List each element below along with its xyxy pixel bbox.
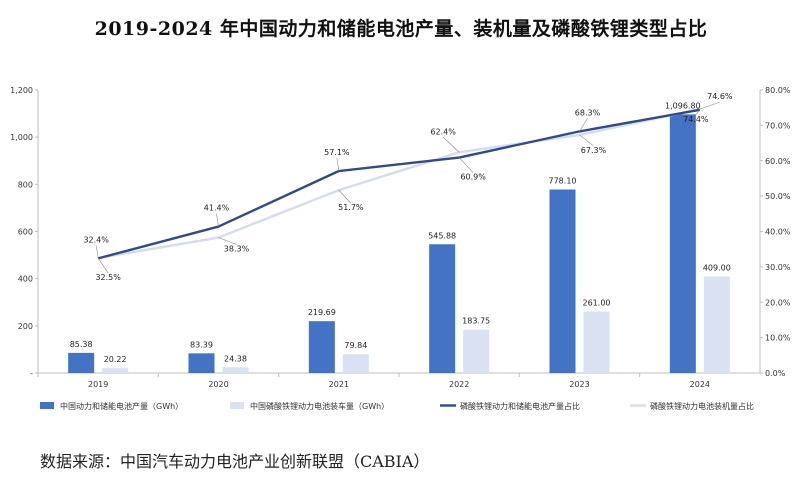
bar-value-label: 24.38 bbox=[224, 354, 247, 363]
bar-value-label: 83.39 bbox=[190, 340, 213, 349]
bar-value-label: 261.00 bbox=[583, 298, 611, 307]
bars bbox=[68, 114, 730, 373]
y-tick-label: 1,200 bbox=[10, 86, 33, 95]
axes: - 200 400 600 800 1,000 1,200 0.0% 10.0% 20.0% 30.… bbox=[10, 86, 791, 389]
line1-value-label: 60.9% bbox=[460, 173, 486, 182]
line2-value-label: 32.5% bbox=[95, 273, 121, 282]
leader-line bbox=[216, 213, 219, 227]
line-series-4 bbox=[97, 107, 701, 260]
line2-value-label: 51.7% bbox=[338, 203, 364, 212]
y2-tick-label: 20.0% bbox=[765, 298, 791, 307]
leader-line bbox=[579, 118, 588, 132]
bar-series-2 bbox=[463, 329, 490, 373]
bar-series-1 bbox=[429, 244, 456, 373]
y-tick-label: - bbox=[30, 369, 33, 378]
bar-series-1 bbox=[188, 353, 215, 373]
line1-value-label: 32.4% bbox=[83, 235, 109, 244]
y2-tick-label: 30.0% bbox=[765, 263, 791, 272]
leader-line bbox=[95, 245, 99, 259]
line1-value-label: 57.1% bbox=[324, 148, 350, 157]
bar-value-label: 219.69 bbox=[308, 308, 336, 317]
bar-series-1 bbox=[549, 189, 576, 373]
leader-line bbox=[336, 157, 340, 172]
line2-value-label: 62.4% bbox=[430, 127, 456, 136]
line1-value-label: 74.4% bbox=[683, 115, 709, 124]
y-tick-label: 600 bbox=[18, 228, 33, 237]
x-tick-label: 2021 bbox=[329, 380, 349, 389]
legend-label: 磷酸铁锂动力和储能电池产量占比 bbox=[460, 401, 580, 411]
chart-svg: - 200 400 600 800 1,000 1,200 0.0% 10.0% 20.0% 30.… bbox=[10, 86, 791, 411]
legend-label: 磷酸铁锂动力电池装机量占比 bbox=[650, 401, 754, 411]
leader-line bbox=[218, 237, 237, 245]
source-note: 数据来源：中国汽车动力电池产业创新联盟（CABIA） bbox=[40, 452, 430, 471]
y2-tick-label: 40.0% bbox=[765, 228, 791, 237]
bar-series-2 bbox=[342, 354, 369, 373]
leader-line bbox=[338, 189, 352, 204]
legend-swatch-bar bbox=[40, 402, 54, 409]
y-tick-label: 400 bbox=[18, 275, 33, 284]
y2-tick-label: 70.0% bbox=[765, 121, 791, 130]
x-tick-label: 2020 bbox=[208, 380, 228, 389]
line1-value-label: 41.4% bbox=[204, 204, 230, 213]
leader-line bbox=[442, 137, 460, 153]
bar-value-label: 85.38 bbox=[70, 340, 93, 349]
leader-line bbox=[458, 157, 474, 173]
bar-value-label: 20.22 bbox=[104, 355, 127, 364]
bar-series-2 bbox=[102, 368, 129, 373]
y2-tick-label: 80.0% bbox=[765, 86, 791, 95]
bar-series-1 bbox=[68, 352, 95, 373]
legend-swatch-bar bbox=[230, 402, 244, 409]
lines bbox=[97, 107, 701, 260]
leader-line bbox=[579, 134, 594, 147]
bar-series-1 bbox=[669, 114, 696, 373]
x-tick-label: 2022 bbox=[449, 380, 469, 389]
bar-value-label: 79.84 bbox=[344, 341, 367, 350]
bar-series-2 bbox=[583, 311, 610, 373]
bar-series-1 bbox=[308, 321, 335, 373]
leader-line bbox=[695, 109, 701, 115]
bar-value-label: 1,096.80 bbox=[665, 101, 701, 110]
bar-value-label: 409.00 bbox=[703, 264, 731, 273]
bar-value-label: 183.75 bbox=[462, 317, 490, 326]
line2-value-label: 74.6% bbox=[707, 92, 733, 101]
bar-value-label: 545.88 bbox=[428, 231, 456, 240]
y-tick-label: 1,000 bbox=[10, 133, 33, 142]
data-labels: 85.38 83.39 219.69 545.88 778.10 1,096.80 20.2… bbox=[70, 92, 733, 364]
leader-line bbox=[699, 101, 720, 110]
line2-value-label: 67.3% bbox=[581, 146, 607, 155]
y2-tick-label: 50.0% bbox=[765, 192, 791, 201]
x-tick-label: 2019 bbox=[88, 380, 108, 389]
legend-label: 中国磷酸铁锂动力电池装车量（GWh） bbox=[250, 401, 389, 411]
line2-value-label: 38.3% bbox=[224, 245, 250, 254]
legend: 中国动力和储能电池产量（GWh） 中国磷酸铁锂动力电池装车量（GWh） 磷酸铁锂动力… bbox=[40, 401, 754, 411]
line1-value-label: 68.3% bbox=[575, 108, 601, 117]
y2-tick-label: 60.0% bbox=[765, 157, 791, 166]
bar-series-2 bbox=[703, 276, 730, 373]
bar-value-label: 778.10 bbox=[549, 176, 577, 185]
y2-tick-label: 10.0% bbox=[765, 334, 791, 343]
y2-tick-label: 0.0% bbox=[765, 369, 786, 378]
legend-label: 中国动力和储能电池产量（GWh） bbox=[60, 401, 183, 411]
line-series-3 bbox=[97, 108, 701, 260]
bar-series-2 bbox=[222, 367, 249, 373]
y-tick-label: 200 bbox=[18, 322, 33, 331]
y-tick-label: 800 bbox=[18, 180, 33, 189]
leader-line bbox=[97, 257, 109, 274]
chart-title: 2019-2024 年中国动力和储能电池产量、装机量及磷酸铁锂类型占比 bbox=[94, 18, 708, 40]
x-tick-label: 2023 bbox=[569, 380, 589, 389]
x-tick-label: 2024 bbox=[690, 380, 710, 389]
